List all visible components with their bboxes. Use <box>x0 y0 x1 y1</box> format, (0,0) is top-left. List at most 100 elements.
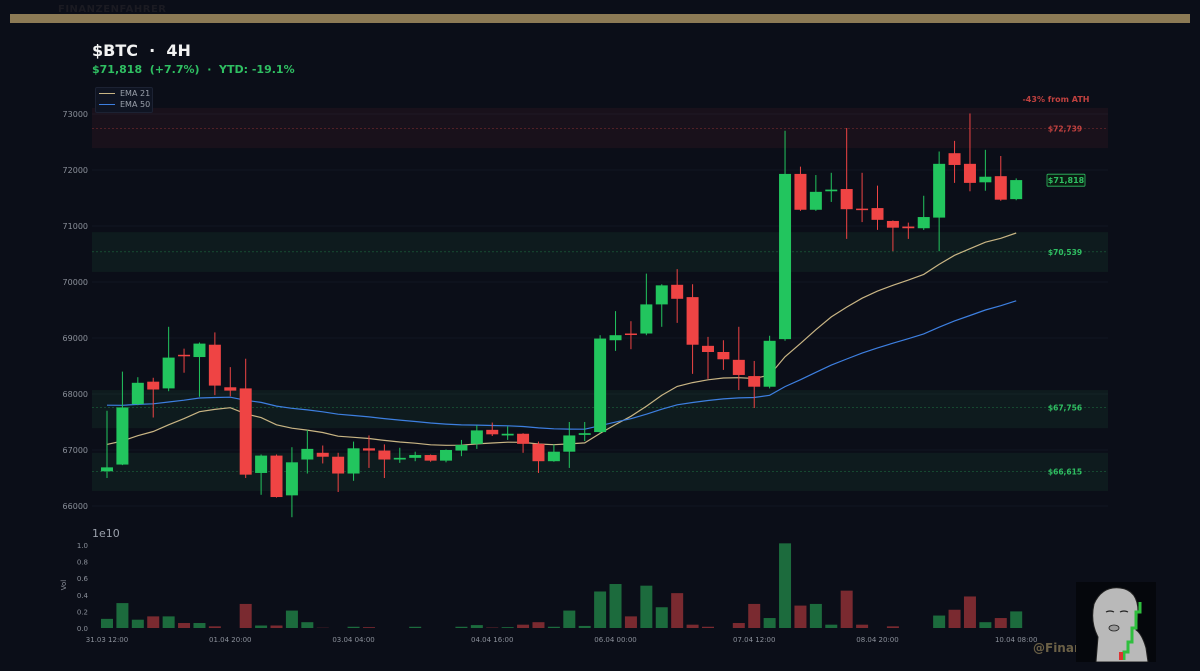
candle-down <box>239 388 252 475</box>
volume-bar-up <box>255 625 268 628</box>
candle-up <box>193 343 206 358</box>
ath-note: -43% from ATH <box>1022 95 1089 104</box>
level-label: $67,756 <box>1048 404 1082 413</box>
volume-bar-down <box>994 618 1007 628</box>
candle-up <box>470 430 483 444</box>
candle-up <box>131 382 144 405</box>
candle-down <box>316 452 329 457</box>
candle-up <box>393 457 406 460</box>
candle-up <box>162 357 175 389</box>
volume-bar-up <box>162 616 175 628</box>
candle-down <box>424 455 437 461</box>
candle-down <box>517 433 530 444</box>
candle-up <box>825 189 838 192</box>
volume-bar-up <box>347 626 360 628</box>
x-tick-label: 08.04 20:00 <box>856 636 898 644</box>
ema50-swatch <box>99 103 115 106</box>
y-tick-label: 72000 <box>63 166 88 175</box>
volume-y-tick: 0.4 <box>77 592 89 600</box>
candle-down <box>686 297 699 345</box>
volume-bar-down <box>748 603 761 628</box>
candle-down <box>332 456 345 474</box>
x-tick-label: 04.04 16:00 <box>471 636 513 644</box>
candle-down <box>948 153 961 165</box>
volume-bar-down <box>178 623 191 628</box>
volume-bar-down <box>362 627 375 628</box>
volume-bar-up <box>101 618 113 628</box>
volume-bar-up <box>609 584 622 628</box>
x-tick-label: 03.04 04:00 <box>332 636 374 644</box>
candle-down <box>748 376 761 387</box>
x-tick-label: 10.04 08:00 <box>995 636 1037 644</box>
legend-label: EMA 21 <box>120 89 151 98</box>
x-tick-label: 07.04 12:00 <box>733 636 775 644</box>
volume-bar-down <box>948 609 961 628</box>
volume-bar-up <box>409 626 422 628</box>
candle-down <box>270 455 283 498</box>
chart-title: $BTC · 4H <box>92 41 191 60</box>
candle-down <box>902 226 915 229</box>
volume-bar-down <box>856 624 869 628</box>
y-tick-label: 68000 <box>63 390 88 399</box>
volume-bar-up <box>655 607 668 628</box>
legend-item-ema50: EMA 50 <box>96 99 152 110</box>
last-price-label: $71,818 <box>1048 176 1085 185</box>
ema21-swatch <box>99 92 115 95</box>
y-tick-label: 73000 <box>63 110 88 119</box>
candle-up <box>101 467 113 472</box>
candle-down <box>624 333 637 336</box>
volume-bar-up <box>933 615 946 628</box>
volume-bar-up <box>501 627 514 628</box>
volume-bar-up <box>470 625 483 628</box>
candle-down <box>378 450 391 460</box>
candle-up <box>763 340 776 387</box>
candle-down <box>362 448 375 451</box>
y-tick-label: 71000 <box>63 222 88 231</box>
legend-label: EMA 50 <box>120 100 151 109</box>
volume-bar-up <box>1010 611 1023 628</box>
volume-bar-up <box>301 622 314 628</box>
candle-up <box>1010 180 1023 200</box>
candle-down <box>856 208 869 211</box>
candle-up <box>917 217 930 229</box>
candle-down <box>886 220 899 228</box>
volume-bar-up <box>979 622 992 628</box>
watermark-handle: @Finanz <box>1033 641 1090 655</box>
candle-up <box>563 435 576 452</box>
volume-bar-up <box>193 623 206 628</box>
candle-up <box>779 173 792 340</box>
volume-bar-up <box>640 585 653 628</box>
volume-y-tick: 1.0 <box>77 542 88 550</box>
candle-down <box>871 208 884 220</box>
volume-bar-up <box>563 610 576 628</box>
avatar <box>1076 582 1156 662</box>
candle-up <box>609 335 622 341</box>
candle-up <box>440 450 453 461</box>
candle-up <box>655 285 668 305</box>
volume-bar-up <box>809 603 822 628</box>
volume-multiplier: 1e10 <box>92 527 120 540</box>
volume-bar-up <box>131 619 144 628</box>
candle-down <box>717 352 730 360</box>
volume-bar-down <box>517 624 530 628</box>
y-tick-label: 70000 <box>63 278 88 287</box>
volume-bar-up <box>547 626 560 628</box>
volume-y-tick: 0.8 <box>77 559 88 567</box>
candle-down <box>147 381 160 390</box>
candle-up <box>285 462 298 496</box>
candle-down <box>486 429 499 435</box>
y-tick-label: 66000 <box>63 502 88 511</box>
y-tick-label: 69000 <box>63 334 88 343</box>
volume-bar-up <box>779 543 792 628</box>
legend-item-ema21: EMA 21 <box>96 88 152 99</box>
candle-down <box>794 173 807 210</box>
candle-down <box>224 387 237 391</box>
volume-bar-down <box>732 623 745 628</box>
volume-bar-up <box>594 591 607 628</box>
volume-bar-up <box>825 624 838 628</box>
header-banner <box>10 14 1190 23</box>
banner-text: FINANZENFAHRER <box>58 4 167 14</box>
candle-down <box>840 189 853 210</box>
candle-up <box>255 455 268 473</box>
